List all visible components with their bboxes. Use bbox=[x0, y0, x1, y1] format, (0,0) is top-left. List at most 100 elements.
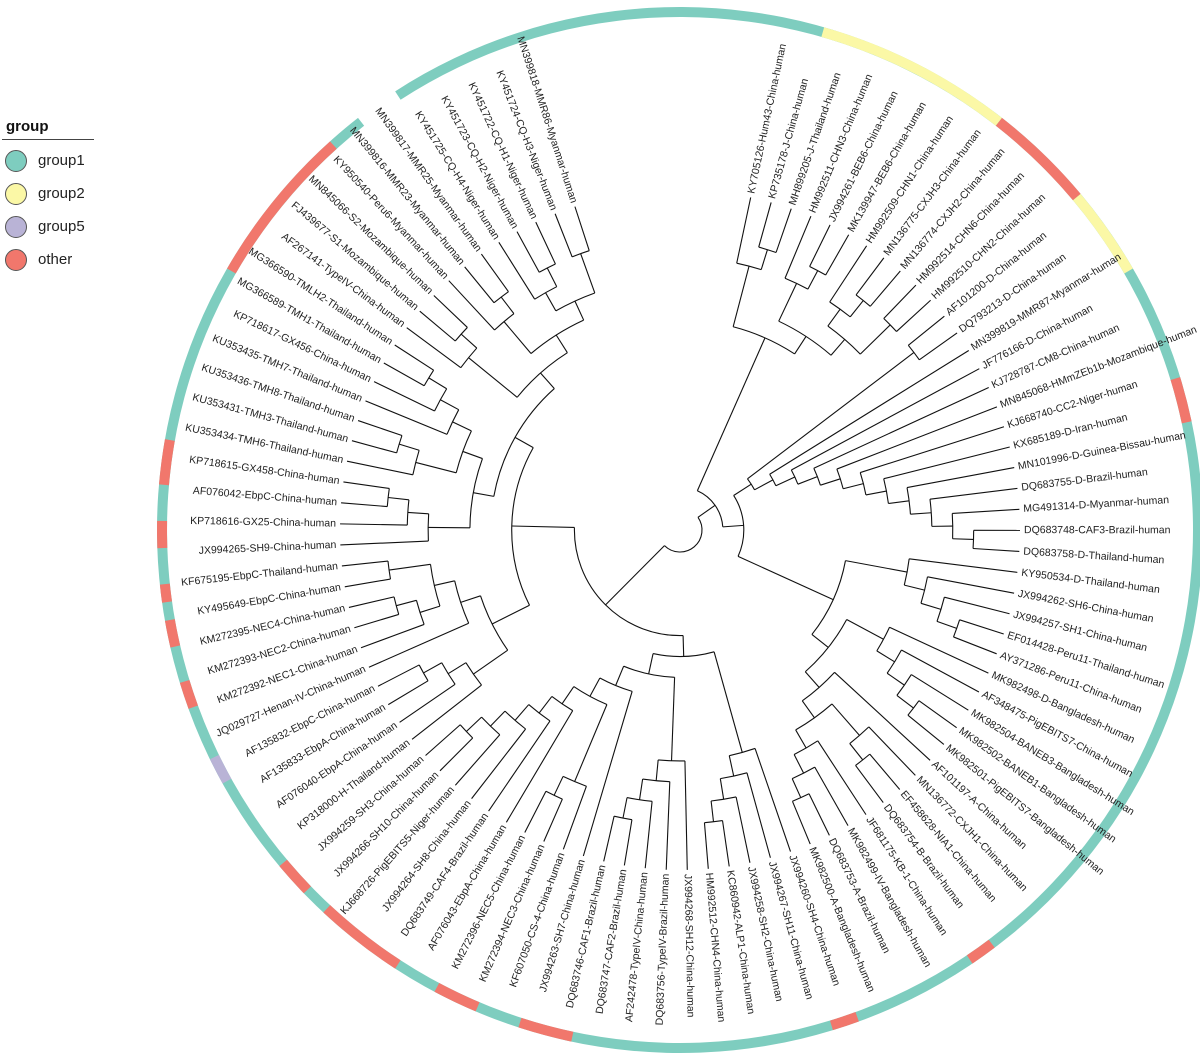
tree-leaf-branch bbox=[399, 683, 456, 723]
tree-branch bbox=[737, 555, 834, 601]
tree-branch bbox=[775, 476, 796, 487]
group-ring-segment-other bbox=[164, 619, 181, 648]
tree-branch bbox=[462, 450, 483, 460]
tree-branch bbox=[460, 595, 481, 603]
tree-branch-arc bbox=[528, 704, 551, 722]
tree-branch bbox=[876, 650, 895, 663]
tree-leaf-branch bbox=[746, 772, 771, 858]
tree-leaf-branch bbox=[454, 734, 501, 786]
tree-branch bbox=[811, 634, 829, 648]
tree-leaf-branch bbox=[906, 467, 1015, 489]
tree-leaf-branch bbox=[425, 724, 461, 756]
tree-leaf-branch bbox=[868, 726, 916, 776]
tree-branch bbox=[396, 599, 417, 607]
tree-branch-arc bbox=[886, 649, 902, 674]
tree-leaf-branch bbox=[754, 748, 792, 852]
tree-branch bbox=[713, 651, 743, 753]
tree-branch bbox=[754, 479, 774, 491]
tree-branch-arc bbox=[460, 347, 478, 369]
tree-leaf-branch bbox=[758, 202, 772, 248]
tree-leaf-branch bbox=[348, 596, 395, 608]
tree-branch bbox=[797, 476, 818, 485]
tree-branch bbox=[419, 605, 441, 613]
tree-leaf-branch bbox=[554, 213, 573, 258]
tree-branch-arc bbox=[573, 527, 684, 637]
legend-dot-icon bbox=[5, 215, 27, 238]
tree-branch-arc bbox=[434, 388, 448, 412]
tree-branch bbox=[389, 563, 431, 571]
tree-leaf-branch bbox=[959, 619, 1004, 635]
tree-branch bbox=[920, 602, 942, 610]
tree-branch-arc bbox=[747, 478, 756, 491]
tree-branch-arc bbox=[951, 513, 954, 539]
tree-branch bbox=[622, 797, 628, 819]
tree-branch-arc bbox=[530, 319, 584, 354]
tree-branch bbox=[807, 270, 819, 290]
tree-branch-arc bbox=[778, 320, 832, 356]
tree-branch bbox=[648, 653, 654, 675]
tree-leaf-branch bbox=[684, 760, 688, 870]
tree-leaf-branch bbox=[488, 720, 551, 812]
tree-leaf-branch bbox=[448, 280, 495, 331]
tree-branch bbox=[733, 483, 752, 496]
tree-leaf-branch bbox=[901, 649, 980, 693]
tree-branch bbox=[849, 300, 864, 318]
tree-leaf-branch bbox=[644, 801, 653, 869]
tree-branch-arc bbox=[876, 627, 890, 652]
legend-label: other bbox=[38, 251, 73, 268]
tree-branch bbox=[952, 538, 974, 540]
tree-leaf-branch bbox=[769, 350, 970, 475]
tree-branch bbox=[670, 677, 676, 761]
tree-branch-arc bbox=[418, 664, 429, 682]
leaf-label: DQ683748-CAF3-Brazil-human bbox=[1024, 524, 1171, 536]
tree-branch bbox=[638, 778, 644, 800]
tree-leaf-branch bbox=[817, 740, 867, 815]
tree-leaf-branch bbox=[377, 664, 420, 687]
tree-leaf-branch bbox=[909, 558, 1018, 573]
tree-leaf-branch bbox=[439, 737, 474, 772]
tree-branch bbox=[540, 372, 555, 389]
tree-branch bbox=[555, 334, 568, 353]
tree-leaf-branch bbox=[889, 626, 989, 674]
tree-leaf-branch bbox=[896, 299, 931, 332]
tree-branch-arc bbox=[733, 495, 745, 557]
tree-leaf-branch bbox=[505, 710, 574, 823]
tree-branch-arc bbox=[829, 301, 851, 318]
tree-branch bbox=[710, 800, 715, 822]
tree-branch bbox=[574, 300, 585, 321]
tree-branch bbox=[886, 672, 905, 686]
group-ring-segment-other bbox=[966, 939, 995, 964]
tree-branch bbox=[843, 483, 864, 490]
group-ring-segment-other bbox=[518, 1017, 574, 1042]
tree-branch-arc bbox=[936, 597, 945, 622]
group-ring-segment-other bbox=[434, 982, 480, 1012]
legend-dot-icon bbox=[5, 182, 27, 205]
tree-branch bbox=[697, 504, 716, 518]
tree-leaf-branch bbox=[562, 786, 587, 850]
tree-branch bbox=[460, 333, 478, 349]
legend-swatch-group5 bbox=[2, 213, 30, 241]
tree-branch-arc bbox=[784, 277, 809, 290]
tree-branch bbox=[846, 618, 884, 640]
tree-branch bbox=[747, 352, 915, 480]
leaf-label: KP718616-GX25-China-human bbox=[190, 515, 336, 530]
tree-leaf-branch bbox=[383, 362, 425, 387]
tree-branch-arc bbox=[769, 473, 777, 486]
tree-branch bbox=[503, 321, 532, 354]
tree-branch bbox=[865, 490, 887, 496]
tree-leaf-branch bbox=[791, 801, 811, 845]
tree-branch bbox=[732, 265, 750, 327]
tree-branch-arc bbox=[952, 619, 961, 638]
tree-leaf-branch bbox=[433, 295, 468, 328]
tree-branch-arc bbox=[545, 790, 563, 800]
tree-leaf-branch bbox=[524, 791, 547, 833]
leaf-label: AF242478-TypeIV-China-human bbox=[623, 871, 650, 1022]
tree-branch-arc bbox=[907, 344, 920, 361]
tree-branch bbox=[722, 524, 744, 528]
tree-leaf-branch bbox=[883, 284, 917, 319]
tree-leaf-branch bbox=[603, 816, 615, 862]
tree-leaf-branch bbox=[927, 576, 1015, 594]
tree-branch-arc bbox=[697, 490, 724, 527]
tree-branch bbox=[827, 308, 841, 327]
leaf-label: DQ683758-D-Thailand-human bbox=[1023, 545, 1165, 566]
